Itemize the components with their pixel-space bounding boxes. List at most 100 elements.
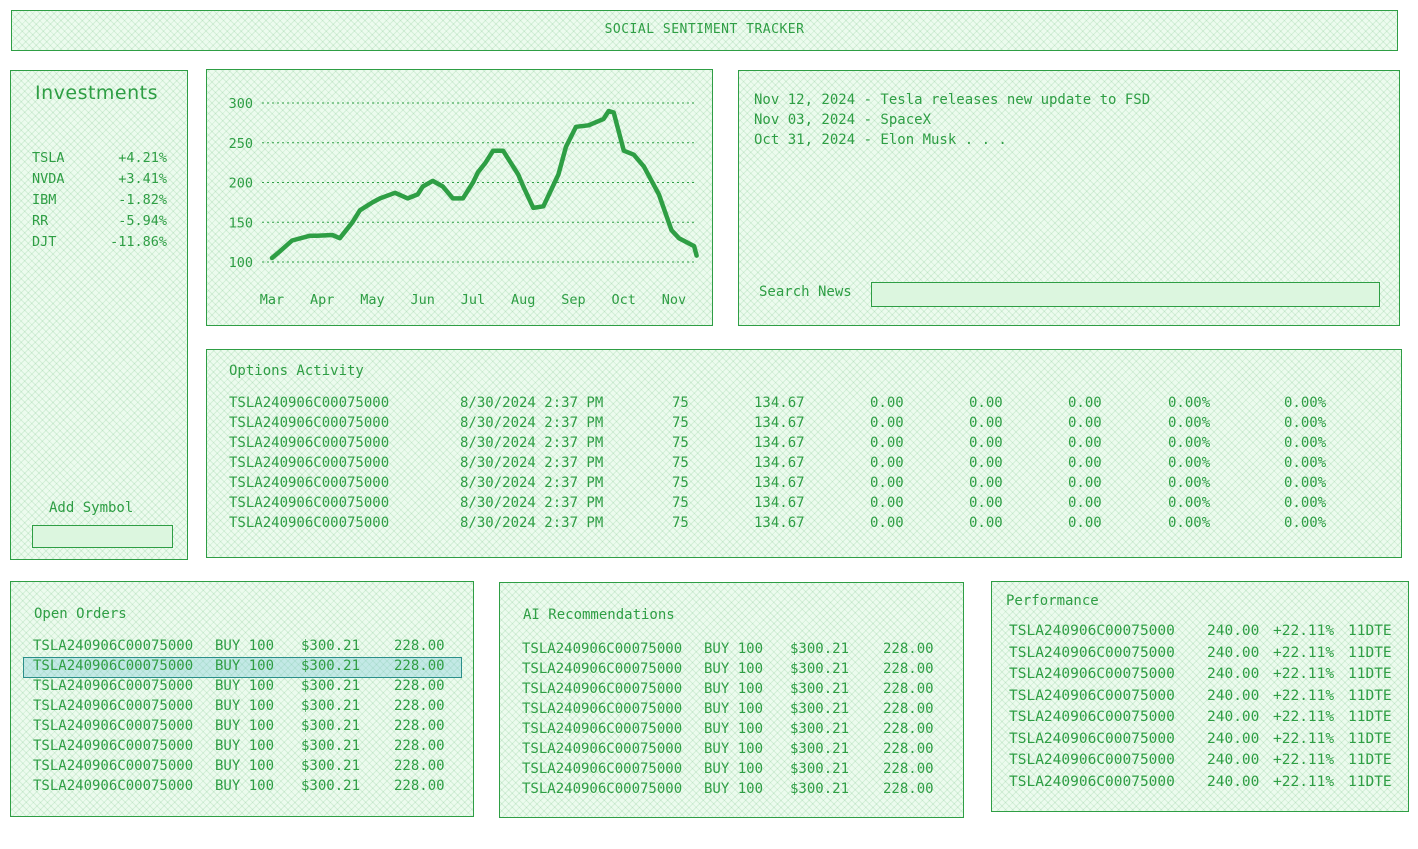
perf-price: 240.00 (1207, 730, 1260, 747)
option-ask: 0.00 (969, 435, 1003, 451)
option-change: 0.00 (1068, 395, 1102, 411)
perf-change: +22.11% (1273, 709, 1335, 725)
news-item[interactable]: Oct 31, 2024 - Elon Musk . . . (754, 132, 1007, 148)
news-item[interactable]: Nov 03, 2024 - SpaceX (754, 112, 932, 128)
recommendation-row[interactable]: TSLA240906C00075000 BUY 100 $300.21 228.00 (522, 641, 952, 661)
rec-symbol: TSLA240906C00075000 (522, 681, 683, 697)
perf-symbol: TSLA240906C00075000 (1009, 730, 1175, 747)
recommendation-row[interactable]: TSLA240906C00075000 BUY 100 $300.21 228.00 (522, 781, 952, 801)
performance-row[interactable]: TSLA240906C00075000 240.00 +22.11% 11DTE (1009, 731, 1409, 752)
y-tick-label: 100 (229, 255, 253, 271)
recommendation-row[interactable]: TSLA240906C00075000 BUY 100 $300.21 228.00 (522, 741, 952, 761)
option-change: 0.00 (1068, 415, 1102, 431)
perf-symbol: TSLA240906C00075000 (1009, 687, 1175, 704)
x-tick-label: Jun (411, 292, 435, 308)
y-tick-label: 250 (229, 136, 253, 152)
investments-panel: Investments TSLA +4.21% NVDA +3.41% IBM … (10, 70, 188, 560)
search-news-input[interactable] (871, 282, 1380, 307)
order-side: BUY 100 (215, 658, 275, 674)
options-row[interactable]: TSLA240906C00075000 8/30/2024 2:37 PM 75 13… (229, 515, 1389, 535)
investment-symbol: RR (32, 213, 49, 229)
order-row[interactable]: TSLA240906C00075000 BUY 100 $300.21 228.00 (33, 638, 463, 658)
perf-price: 240.00 (1207, 644, 1260, 661)
rec-qty: 228.00 (883, 761, 934, 777)
performance-row[interactable]: TSLA240906C00075000 240.00 +22.11% 11DTE (1009, 752, 1409, 773)
order-row[interactable]: TSLA240906C00075000 BUY 100 $300.21 228.00 (33, 678, 463, 698)
option-pct: 0.00% (1168, 395, 1211, 411)
order-row[interactable]: TSLA240906C00075000 BUY 100 $300.21 228.00 (33, 758, 463, 778)
order-row[interactable]: TSLA240906C00075000 BUY 100 $300.21 228.00 (33, 698, 463, 718)
investment-row[interactable]: TSLA +4.21% (32, 150, 167, 171)
series-line (269, 108, 699, 261)
perf-symbol: TSLA240906C00075000 (1009, 623, 1175, 639)
order-row[interactable]: TSLA240906C00075000 BUY 100 $300.21 228.00 (33, 718, 463, 738)
investment-row[interactable]: DJT -11.86% (32, 234, 167, 255)
option-symbol: TSLA240906C00075000 (229, 435, 390, 451)
performance-row[interactable]: TSLA240906C00075000 240.00 +22.11% 11DTE (1009, 688, 1409, 709)
rec-side: BUY 100 (704, 721, 764, 737)
ai-recommendations-title: AI Recommendations (523, 607, 675, 623)
add-symbol-input[interactable] (32, 525, 173, 548)
x-tick-label: Sep (561, 292, 585, 308)
performance-row[interactable]: TSLA240906C00075000 240.00 +22.11% 11DTE (1009, 666, 1409, 687)
news-panel: Nov 12, 2024 - Tesla releases new update… (738, 70, 1400, 326)
y-tick-label: 300 (229, 96, 253, 112)
investment-change: -11.86% (110, 234, 167, 250)
search-news-label: Search News (759, 284, 852, 300)
perf-change: +22.11% (1273, 752, 1335, 768)
performance-row[interactable]: TSLA240906C00075000 240.00 +22.11% 11DTE (1009, 709, 1409, 730)
options-activity-panel: Options Activity TSLA240906C00075000 8/30… (206, 349, 1402, 558)
add-symbol-label: Add Symbol (49, 500, 134, 516)
option-ask: 0.00 (969, 415, 1003, 431)
news-item[interactable]: Nov 12, 2024 - Tesla releases new update… (754, 92, 1151, 108)
order-price: $300.21 (301, 698, 361, 714)
rec-side: BUY 100 (704, 641, 764, 657)
order-price: $300.21 (301, 718, 361, 734)
performance-row[interactable]: TSLA240906C00075000 240.00 +22.11% 11DTE (1009, 774, 1409, 795)
recommendation-row[interactable]: TSLA240906C00075000 BUY 100 $300.21 228.00 (522, 721, 952, 741)
option-iv: 0.00% (1284, 495, 1327, 511)
option-pct: 0.00% (1168, 435, 1211, 451)
perf-change: +22.11% (1273, 644, 1335, 661)
options-row[interactable]: TSLA240906C00075000 8/30/2024 2:37 PM 75 13… (229, 435, 1389, 455)
option-pct: 0.00% (1168, 515, 1211, 531)
rec-price: $300.21 (790, 781, 850, 797)
option-iv: 0.00% (1284, 455, 1327, 471)
option-bid: 0.00 (870, 515, 904, 531)
investment-row[interactable]: NVDA +3.41% (32, 171, 167, 192)
option-change: 0.00 (1068, 495, 1102, 511)
options-row[interactable]: TSLA240906C00075000 8/30/2024 2:37 PM 75 13… (229, 495, 1389, 515)
options-row[interactable]: TSLA240906C00075000 8/30/2024 2:37 PM 75 13… (229, 455, 1389, 475)
investment-row[interactable]: IBM -1.82% (32, 192, 167, 213)
option-symbol: TSLA240906C00075000 (229, 455, 390, 471)
order-qty: 228.00 (394, 678, 445, 694)
option-price: 134.67 (754, 455, 805, 471)
order-row[interactable]: TSLA240906C00075000 BUY 100 $300.21 228.00 (33, 658, 463, 678)
options-row[interactable]: TSLA240906C00075000 8/30/2024 2:37 PM 75 13… (229, 415, 1389, 435)
investment-symbol: IBM (32, 192, 57, 208)
rec-price: $300.21 (790, 641, 850, 657)
recommendation-row[interactable]: TSLA240906C00075000 BUY 100 $300.21 228.00 (522, 661, 952, 681)
x-tick-label: Nov (662, 292, 686, 308)
performance-row[interactable]: TSLA240906C00075000 240.00 +22.11% 11DTE (1009, 645, 1409, 666)
perf-dte: 11DTE (1348, 644, 1392, 661)
rec-qty: 228.00 (883, 741, 934, 757)
option-ask: 0.00 (969, 515, 1003, 531)
recommendation-row[interactable]: TSLA240906C00075000 BUY 100 $300.21 228.00 (522, 701, 952, 721)
order-row[interactable]: TSLA240906C00075000 BUY 100 $300.21 228.00 (33, 778, 463, 798)
performance-row[interactable]: TSLA240906C00075000 240.00 +22.11% 11DTE (1009, 623, 1409, 644)
recommendation-row[interactable]: TSLA240906C00075000 BUY 100 $300.21 228.00 (522, 681, 952, 701)
order-row[interactable]: TSLA240906C00075000 BUY 100 $300.21 228.00 (33, 738, 463, 758)
rec-side: BUY 100 (704, 761, 764, 777)
investment-row[interactable]: RR -5.94% (32, 213, 167, 234)
option-time: 8/30/2024 2:37 PM (460, 395, 604, 411)
perf-change: +22.11% (1273, 666, 1335, 682)
options-row[interactable]: TSLA240906C00075000 8/30/2024 2:37 PM 75 13… (229, 395, 1389, 415)
option-price: 134.67 (754, 415, 805, 431)
options-row[interactable]: TSLA240906C00075000 8/30/2024 2:37 PM 75 13… (229, 475, 1389, 495)
investment-symbol: TSLA (32, 150, 65, 166)
recommendation-row[interactable]: TSLA240906C00075000 BUY 100 $300.21 228.00 (522, 761, 952, 781)
investment-change: -1.82% (118, 192, 167, 208)
option-price: 134.67 (754, 395, 805, 411)
order-side: BUY 100 (215, 758, 275, 774)
